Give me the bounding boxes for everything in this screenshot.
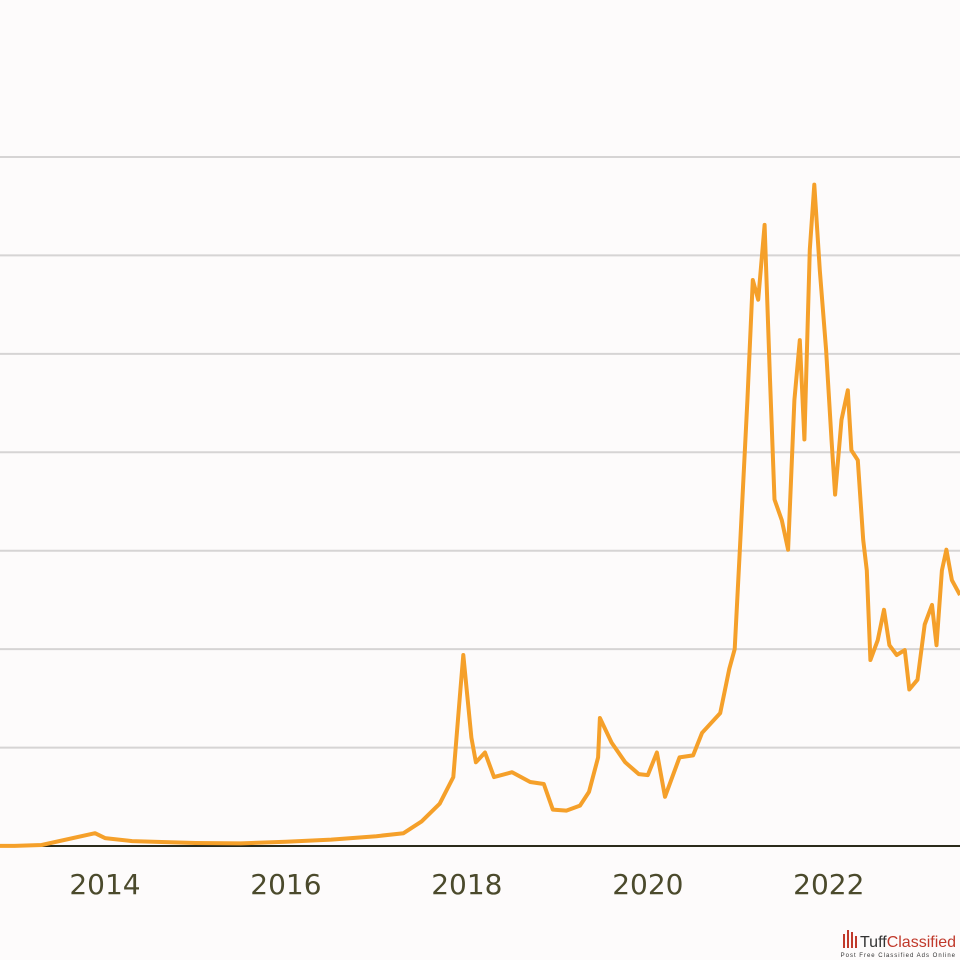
- logo-bar: [855, 936, 857, 948]
- logo-bar: [843, 934, 845, 948]
- x-tick-label: 2014: [69, 868, 140, 901]
- x-tick-label: 2018: [431, 868, 502, 901]
- logo-bar: [847, 930, 849, 948]
- brand-b: Classified: [887, 934, 956, 951]
- watermark: TuffClassified Post Free Classified Ads …: [841, 930, 956, 959]
- brand-a: Tuff: [860, 934, 887, 951]
- x-tick-label: 2016: [250, 868, 321, 901]
- logo-bar: [851, 932, 853, 948]
- brand: TuffClassified: [860, 934, 956, 951]
- x-tick-label: 2022: [793, 868, 864, 901]
- tagline: Post Free Classified Ads Online: [841, 953, 956, 959]
- x-tick-label: 2020: [612, 868, 683, 901]
- price-line: [0, 182, 960, 848]
